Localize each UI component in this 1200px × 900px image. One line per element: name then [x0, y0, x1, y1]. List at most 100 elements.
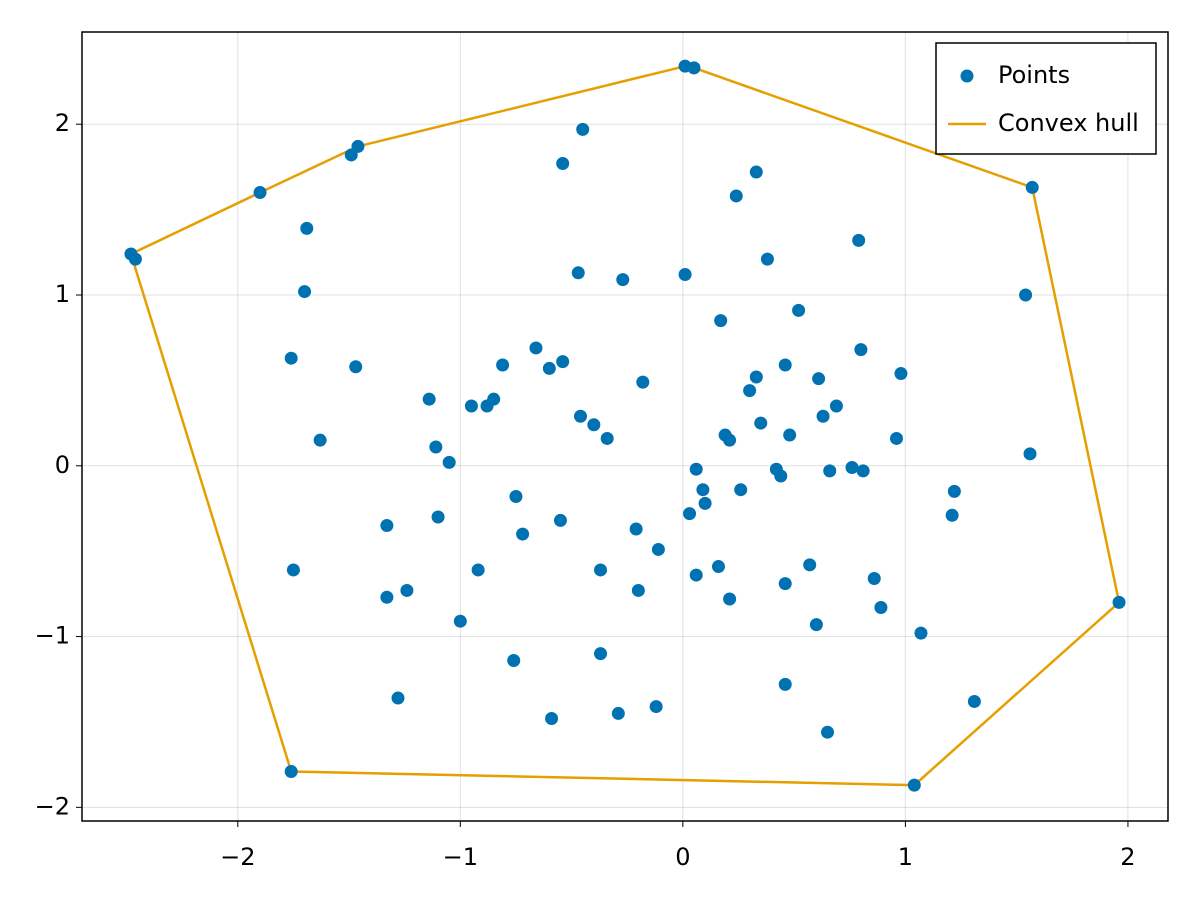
- point: [1025, 180, 1039, 194]
- point: [556, 157, 570, 170]
- point: [284, 351, 298, 365]
- point: [422, 392, 436, 406]
- point: [783, 428, 797, 442]
- point: [300, 221, 314, 235]
- legend: Points Convex hull: [935, 42, 1157, 155]
- point: [845, 460, 859, 474]
- point: [749, 370, 763, 384]
- point: [616, 273, 630, 287]
- x-tick-label: −2: [220, 843, 255, 871]
- point: [754, 416, 768, 430]
- point: [344, 148, 358, 162]
- point: [821, 725, 835, 739]
- point: [890, 431, 903, 445]
- point: [914, 626, 928, 640]
- point: [816, 409, 830, 423]
- point: [349, 360, 363, 374]
- point: [967, 694, 981, 708]
- x-tick-label: 1: [898, 843, 913, 871]
- point: [636, 375, 650, 389]
- point: [812, 372, 826, 386]
- point: [573, 409, 587, 423]
- point: [556, 355, 570, 369]
- point: [696, 483, 710, 497]
- point: [723, 433, 737, 447]
- point: [774, 469, 788, 483]
- y-tick-label: −1: [35, 622, 70, 650]
- point: [698, 496, 712, 510]
- point: [587, 418, 601, 432]
- hull-line: [129, 64, 1121, 787]
- point: [687, 61, 701, 75]
- point: [854, 343, 868, 357]
- point: [284, 764, 298, 778]
- point: [286, 563, 300, 577]
- point: [729, 189, 743, 203]
- point: [945, 508, 959, 522]
- point: [678, 268, 692, 282]
- x-tick-label: 0: [675, 843, 690, 871]
- point: [594, 563, 608, 577]
- point: [298, 285, 312, 299]
- point: [711, 560, 725, 574]
- point: [823, 464, 837, 478]
- point: [380, 590, 394, 604]
- point: [431, 510, 445, 524]
- point: [380, 519, 394, 533]
- x-tick-label: 2: [1120, 843, 1135, 871]
- point: [542, 361, 556, 375]
- point: [829, 399, 843, 413]
- point: [253, 186, 267, 200]
- point: [778, 577, 792, 591]
- point: [391, 691, 405, 705]
- point: [651, 542, 665, 556]
- point: [867, 571, 881, 585]
- point: [947, 484, 961, 498]
- y-tick-label: 1: [55, 280, 70, 308]
- point: [429, 440, 443, 454]
- point: [464, 399, 478, 413]
- point: [778, 358, 792, 372]
- point: [852, 233, 866, 247]
- point: [1023, 447, 1037, 461]
- point: [803, 558, 817, 572]
- point: [1112, 595, 1126, 609]
- point: [760, 252, 774, 266]
- point: [571, 266, 585, 280]
- point: [313, 433, 327, 447]
- point: [689, 462, 703, 476]
- legend-label: Convex hull: [998, 109, 1139, 137]
- point: [400, 583, 414, 597]
- point: [529, 341, 543, 355]
- y-tick-label: 2: [55, 109, 70, 137]
- point: [649, 700, 663, 714]
- point: [689, 568, 703, 582]
- point: [553, 513, 567, 527]
- point: [516, 527, 530, 541]
- point: [734, 483, 748, 497]
- point: [496, 358, 510, 372]
- plot-frame: [81, 31, 1169, 822]
- point: [683, 507, 697, 521]
- point: [507, 653, 521, 667]
- legend-label: Points: [998, 61, 1070, 89]
- point: [545, 712, 559, 726]
- point: [509, 490, 523, 504]
- point: [778, 677, 792, 691]
- point: [743, 384, 757, 398]
- point: [471, 563, 485, 577]
- point: [856, 464, 870, 478]
- point: [874, 601, 888, 615]
- point: [600, 431, 614, 445]
- point: [792, 303, 806, 317]
- x-tick-label: −1: [443, 843, 478, 871]
- point: [809, 618, 823, 632]
- point: [723, 592, 737, 606]
- point: [128, 252, 142, 266]
- y-tick-label: 0: [55, 451, 70, 479]
- point: [480, 399, 494, 413]
- legend-swatch: [960, 69, 974, 83]
- point: [453, 614, 467, 628]
